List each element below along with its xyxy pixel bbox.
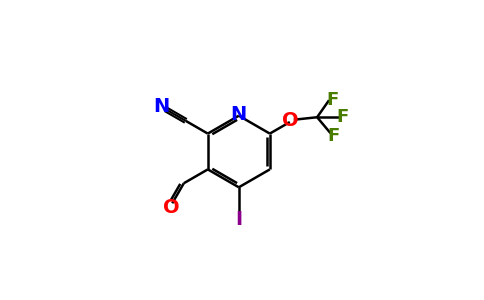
Text: O: O — [282, 111, 298, 130]
Text: N: N — [231, 105, 247, 124]
Text: O: O — [163, 198, 180, 218]
Text: N: N — [153, 97, 170, 116]
Text: F: F — [326, 91, 339, 109]
Text: F: F — [337, 108, 349, 126]
Text: F: F — [327, 127, 340, 145]
Text: I: I — [235, 210, 242, 229]
